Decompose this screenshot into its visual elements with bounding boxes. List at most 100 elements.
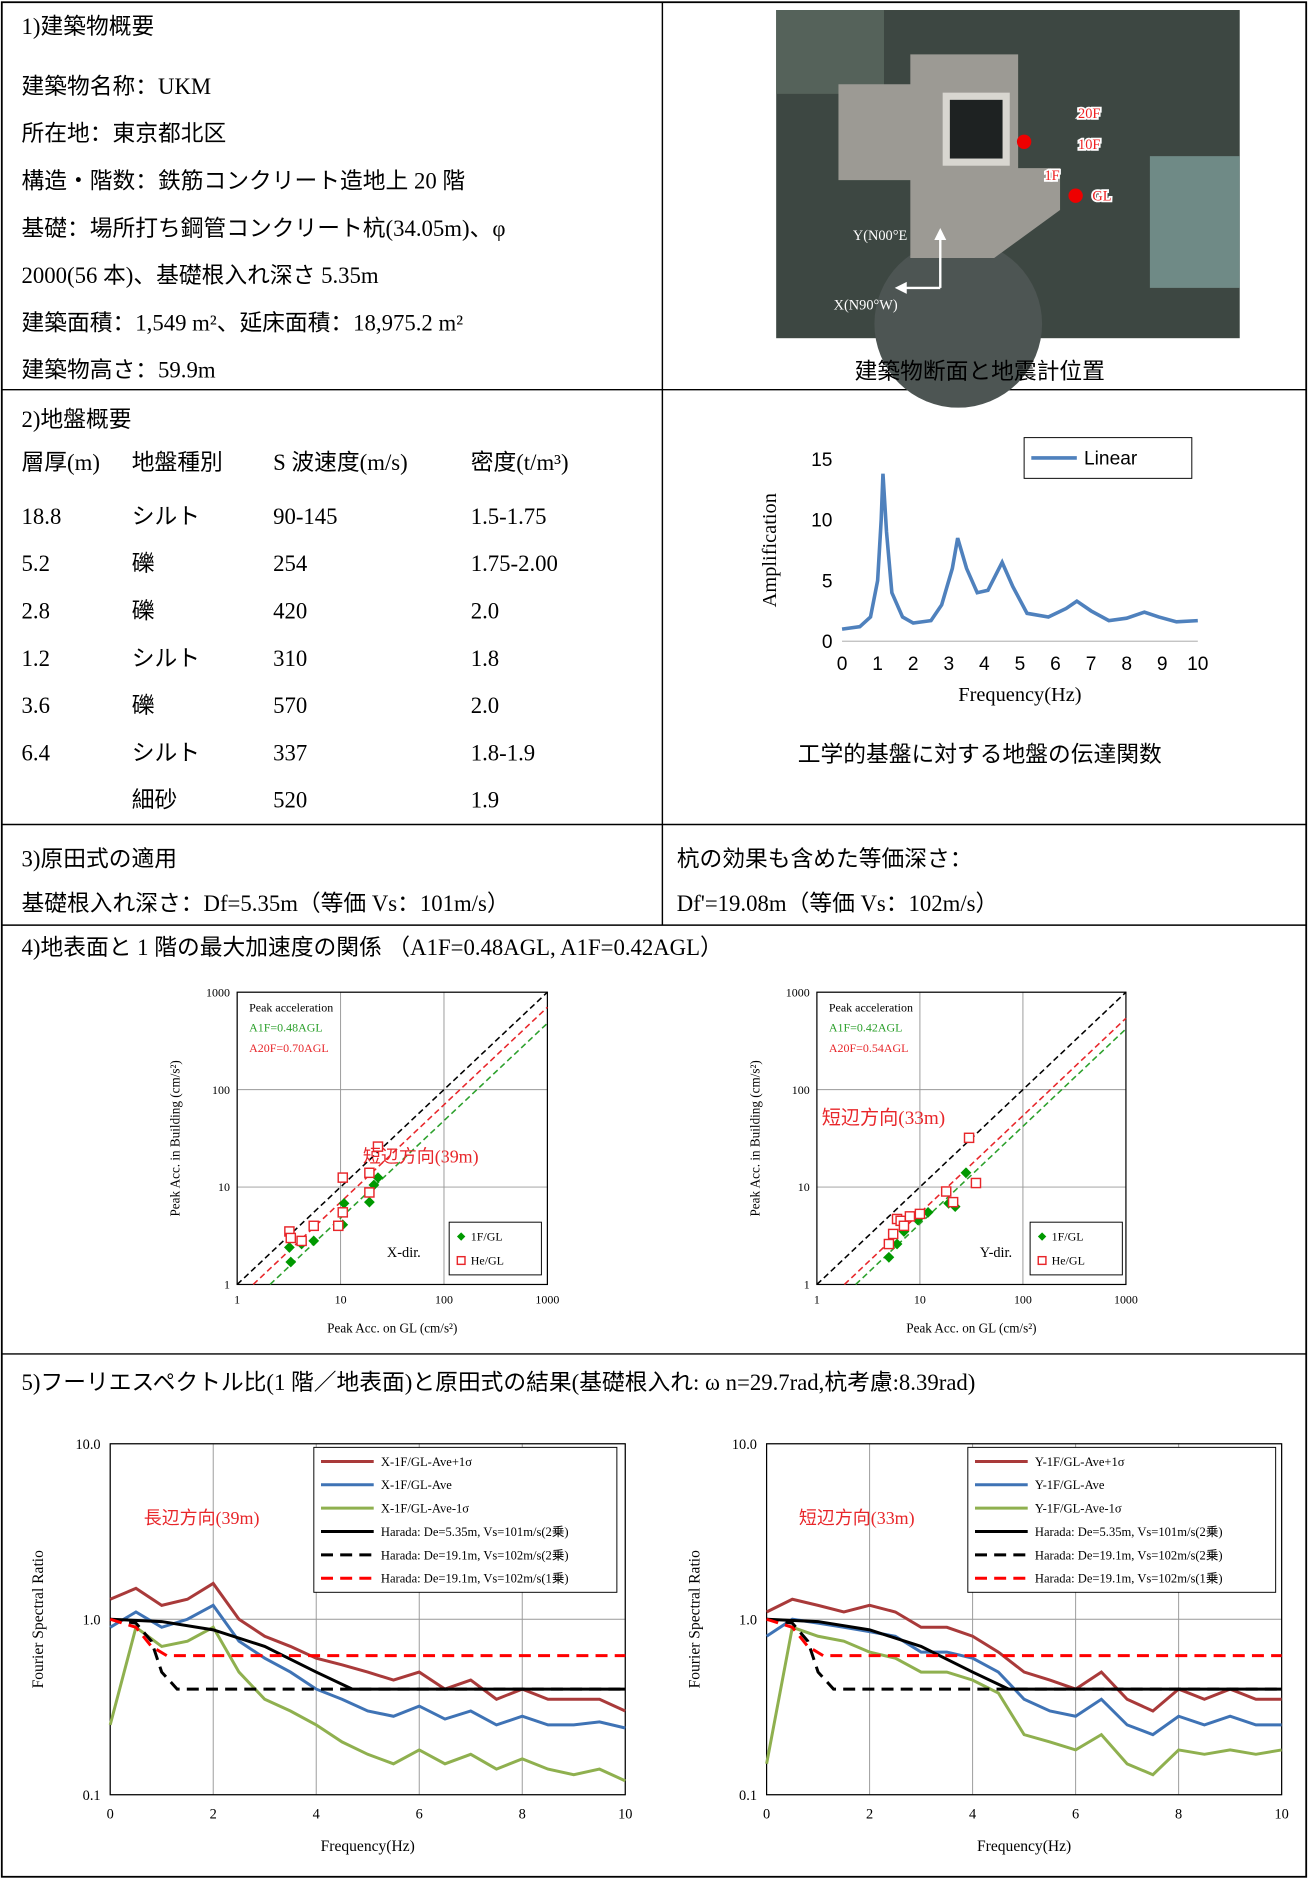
table-cell: 1.8-1.9: [471, 740, 535, 765]
annotation: 短辺方向(33m): [822, 1107, 945, 1129]
x-axis-label: Peak Acc. on GL (cm/s²): [327, 1320, 457, 1335]
legend-box: [448, 1221, 542, 1276]
photo-label: X(N90°W): [834, 297, 898, 313]
y-axis-label: Fourier Spectral Ratio: [30, 1550, 47, 1689]
x-tick-label: 6: [1072, 1807, 1079, 1823]
legend-label: 1F/GL: [471, 1230, 503, 1244]
table-cell: 520: [273, 788, 307, 813]
marker: [372, 1141, 384, 1152]
series-line: [765, 1625, 1282, 1777]
legend-label: Y-1F/GL-Ave+1σ: [1035, 1455, 1125, 1469]
y-axis-label: Peak Acc. in Building (cm/s²): [747, 1060, 762, 1216]
table-cell: 1.2: [22, 646, 50, 671]
x-tick-label: 10: [1274, 1807, 1288, 1823]
marker: [456, 1232, 466, 1241]
legend-label: 1F/GL: [1052, 1230, 1084, 1244]
y-tick-label: 1: [804, 1278, 810, 1292]
photo-label: 20F: [1078, 106, 1100, 122]
table-cell: 礫: [132, 598, 155, 623]
section-title: 4)地表面と 1 階の最大加速度の関係 （A1F=0.48AGL, A1F=0.…: [22, 935, 723, 960]
photo-label: Y(N00°E: [853, 228, 908, 244]
annotation: 短辺方向(39m): [363, 1146, 479, 1167]
photo-label: 10F: [1078, 137, 1100, 153]
legend-label: X-1F/GL-Ave: [381, 1478, 452, 1492]
series-line: [766, 1617, 1282, 1691]
marker: [364, 1167, 375, 1179]
legend-box: [967, 1446, 1277, 1593]
marker: [922, 1206, 934, 1218]
annotation: Peak acceleration: [829, 1000, 913, 1014]
building-info: 建築面積：1,549 m²、延床面積：18,975.2 m²: [22, 310, 464, 335]
y-tick-label: 10: [798, 1180, 810, 1194]
y-axis-label: Fourier Spectral Ratio: [687, 1550, 704, 1689]
photo-label: 1F: [1044, 168, 1059, 184]
table-cell: 5.2: [22, 551, 50, 576]
y-axis-label: Amplification: [759, 493, 781, 607]
marker: [284, 1242, 295, 1253]
x-axis-label: Frequency(Hz): [977, 1838, 1071, 1855]
building-info: 2000(56 本)、基礎根入れ深さ 5.35m: [22, 263, 379, 288]
legend-label: X-1F/GL-Ave-1σ: [381, 1502, 469, 1516]
marker: [285, 1256, 297, 1268]
section-text: 杭の効果も含めた等価深さ：: [677, 846, 973, 871]
plot-frame: [236, 991, 548, 1286]
x-tick-label: 1: [814, 1293, 820, 1307]
series-line: [110, 1617, 626, 1691]
y-tick-label: 10: [811, 511, 832, 532]
x-tick-label: 0: [107, 1807, 114, 1823]
x-tick-label: 10: [914, 1293, 926, 1307]
annotation: 短辺方向(33m): [799, 1508, 915, 1529]
y-tick-label: 0.1: [83, 1788, 101, 1804]
x-tick-label: 1: [872, 654, 883, 675]
marker: [338, 1197, 350, 1209]
building-info: 構造・階数：鉄筋コンクリート造地上 20 階: [22, 168, 466, 193]
x-axis-label: Peak Acc. on GL (cm/s²): [906, 1320, 1036, 1335]
marker: [456, 1255, 466, 1266]
annotation: A1F=0.48AGL: [249, 1021, 323, 1035]
y-tick-label: 5: [822, 571, 833, 592]
series-line: [109, 1617, 626, 1658]
annotation: Peak acceleration: [249, 1000, 333, 1014]
y-tick-label: 0.1: [739, 1788, 757, 1804]
legend-label: Harada: De=19.1m, Vs=102m/s(1乗): [381, 1572, 569, 1586]
marker: [308, 1235, 320, 1247]
x-tick-label: 4: [313, 1807, 320, 1823]
y-tick-label: 1000: [206, 985, 230, 999]
x-tick-label: 1000: [535, 1293, 559, 1307]
series-line: [108, 1624, 626, 1783]
table-cell: 礫: [132, 551, 155, 576]
photo-caption: 建築物断面と地震計位置: [855, 359, 1105, 384]
table-cell: 6.4: [22, 740, 51, 765]
x-axis-label: Frequency(Hz): [321, 1838, 415, 1855]
y-tick-label: 100: [212, 1083, 230, 1097]
building-info: 基礎：場所打ち鋼管コンクリート杭(34.05m)、φ: [22, 216, 506, 241]
marker: [898, 1220, 910, 1232]
table-cell: 1.75-2.00: [471, 551, 558, 576]
y-tick-label: 1.0: [83, 1612, 101, 1628]
marker: [914, 1208, 926, 1220]
legend-label: Y-1F/GL-Ave-1σ: [1035, 1502, 1122, 1516]
marker: [970, 1177, 982, 1189]
x-tick-label: 1: [234, 1293, 240, 1307]
table-header: 密度(t/m³): [471, 450, 569, 475]
x-tick-label: 8: [519, 1807, 526, 1823]
x-tick-label: 2: [866, 1807, 873, 1823]
annotation: A1F=0.42AGL: [829, 1021, 903, 1035]
marker: [1037, 1255, 1047, 1266]
table-cell: シルト: [132, 740, 200, 765]
table-cell: 1.8: [471, 646, 499, 671]
marker: [891, 1238, 903, 1250]
x-tick-label: 4: [979, 654, 990, 675]
marker: [887, 1228, 899, 1240]
y-tick-label: 1.0: [739, 1612, 757, 1628]
section-title: 5)フーリエスペクトル比(1 階／地表面)と原田式の結果(基礎根入れ: ω n=…: [22, 1370, 976, 1395]
legend-label: He/GL: [1052, 1254, 1085, 1268]
annotation: X-dir.: [387, 1245, 421, 1261]
series-line: [765, 1597, 1282, 1713]
table-cell: 3.6: [22, 693, 50, 718]
series-line: [843, 1017, 1127, 1286]
marker: [883, 1238, 895, 1250]
table-cell: 254: [273, 551, 308, 576]
marker: [1037, 1232, 1047, 1241]
